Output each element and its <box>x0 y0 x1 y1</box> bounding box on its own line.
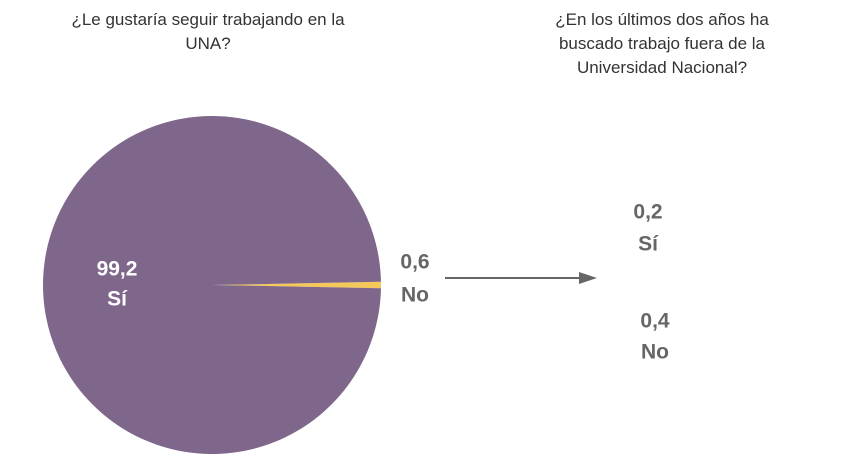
data-label: 0,4 <box>640 310 670 333</box>
category-label: Sí <box>107 288 128 311</box>
data-label: 0,6 <box>400 251 429 274</box>
category-label: No <box>401 284 429 307</box>
arrow-head <box>579 272 597 284</box>
pie-slice <box>212 281 381 289</box>
category-label: Sí <box>638 233 659 256</box>
chart-title: ¿En los últimos dos años ha buscado trab… <box>555 10 769 77</box>
bar-segment <box>620 380 680 400</box>
bar-segment <box>620 340 680 380</box>
data-label: 0,2 <box>633 201 662 224</box>
category-label: No <box>641 341 669 364</box>
data-label: 99,2 <box>97 258 138 281</box>
pie-slice <box>42 116 381 454</box>
chart-title: ¿Le gustaría seguir trabajando en la UNA… <box>71 10 345 53</box>
